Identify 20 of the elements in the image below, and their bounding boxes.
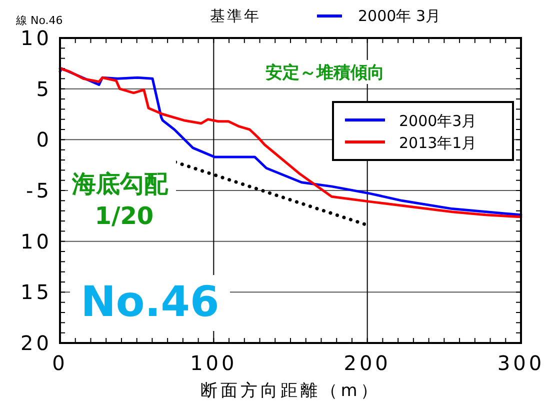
chart-title: 基準年 bbox=[210, 7, 261, 25]
y-tick-label: 20 bbox=[20, 331, 52, 355]
legend-label: 2000年3月 bbox=[399, 112, 477, 130]
y-tick-label: 10 bbox=[20, 26, 52, 50]
annotation: 海底勾配 1/20 bbox=[71, 170, 169, 230]
y-tick-label: -5 bbox=[26, 178, 52, 202]
x-tick-label: 300 bbox=[497, 351, 545, 375]
y-tick-label: 15 bbox=[20, 280, 52, 304]
y-tick-label: 5 bbox=[36, 76, 52, 101]
x-axis-title: 断面方向距離（m） bbox=[200, 381, 380, 401]
chart-subtitle: 2000年 3月 bbox=[358, 7, 440, 25]
text: 線 No.46 bbox=[15, 14, 63, 27]
y-tick-label: 10 bbox=[20, 229, 52, 254]
x-tick-label: 100 bbox=[190, 351, 238, 375]
annotation: 安定～堆積傾向 bbox=[266, 63, 384, 83]
y-tick-label: 0 bbox=[36, 128, 52, 152]
legend-label: 2013年1月 bbox=[399, 134, 477, 152]
x-tick-label: 0 bbox=[52, 351, 68, 375]
annotation: No.46 bbox=[80, 277, 220, 326]
x-tick-label: 200 bbox=[344, 351, 391, 375]
